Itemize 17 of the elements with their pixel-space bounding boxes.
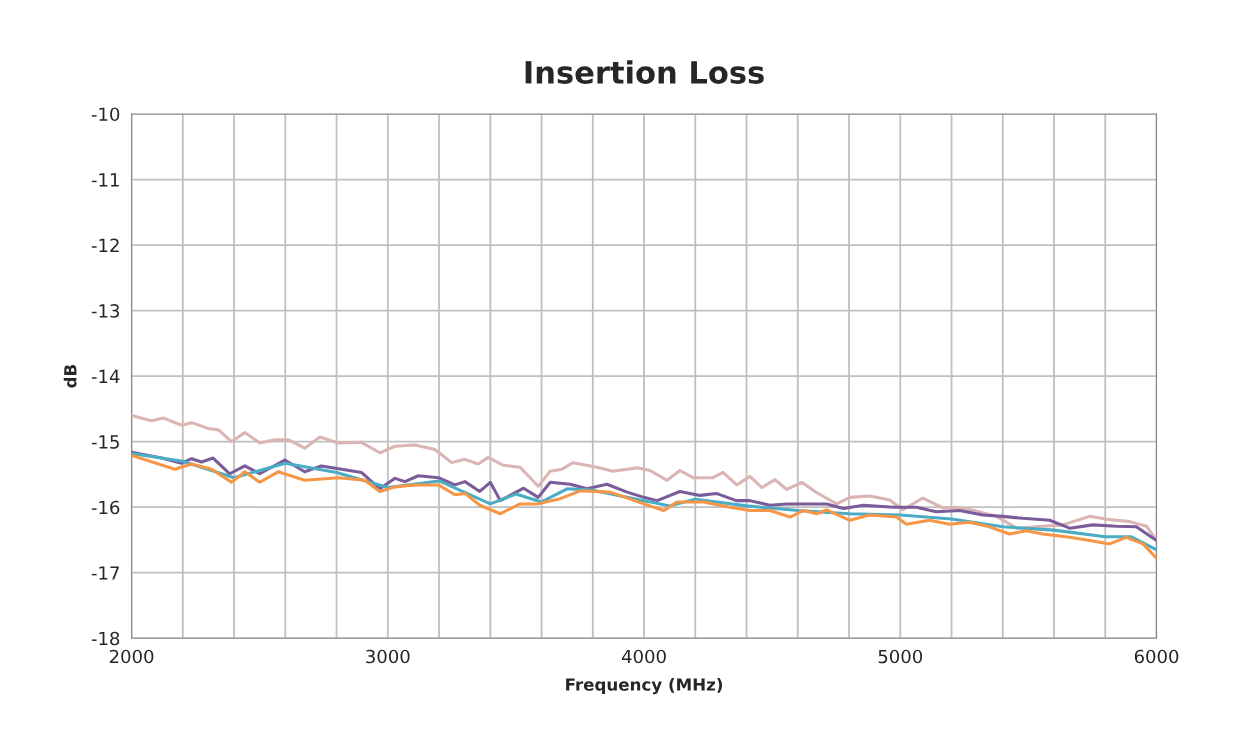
y-tick-label: -16: [91, 500, 120, 515]
y-tick-label: -17: [91, 566, 119, 580]
y-tick-label: -18: [91, 631, 120, 646]
y-tick-label: -13: [91, 304, 120, 318]
y-tick-label: -12: [91, 238, 119, 252]
y-tick-label: -15: [91, 435, 119, 449]
x-tick-label: 5000: [878, 649, 923, 664]
chart-title: Insertion Loss: [525, 60, 764, 84]
y-axis-title: dB: [63, 364, 77, 388]
x-tick-label: 6000: [1134, 649, 1179, 664]
y-tick-label: -14: [91, 369, 120, 383]
x-tick-label: 4000: [621, 649, 666, 664]
y-tick-label: -11: [91, 173, 119, 187]
x-tick-label: 3000: [366, 649, 410, 664]
y-tick-label: -10: [91, 107, 120, 122]
x-tick-label: 2000: [109, 649, 154, 664]
x-axis-title: Frequency (MHz): [566, 677, 723, 695]
